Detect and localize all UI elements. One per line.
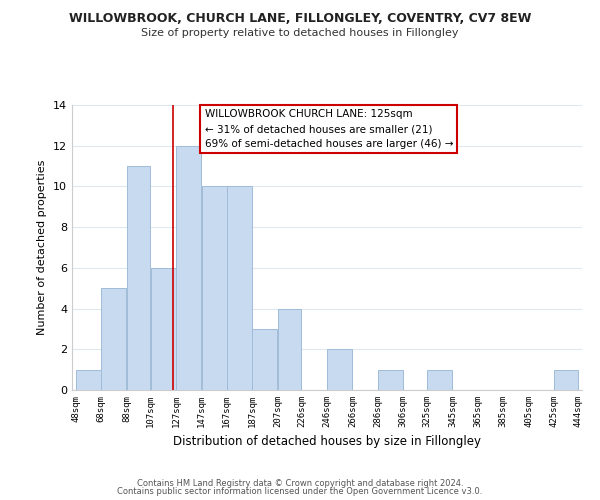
Y-axis label: Number of detached properties: Number of detached properties <box>37 160 47 335</box>
Text: Size of property relative to detached houses in Fillongley: Size of property relative to detached ho… <box>141 28 459 38</box>
Bar <box>101 288 126 390</box>
Bar <box>202 186 227 390</box>
Text: WILLOWBROOK CHURCH LANE: 125sqm
← 31% of detached houses are smaller (21)
69% of: WILLOWBROOK CHURCH LANE: 125sqm ← 31% of… <box>205 110 453 149</box>
Text: WILLOWBROOK, CHURCH LANE, FILLONGLEY, COVENTRY, CV7 8EW: WILLOWBROOK, CHURCH LANE, FILLONGLEY, CO… <box>69 12 531 26</box>
X-axis label: Distribution of detached houses by size in Fillongley: Distribution of detached houses by size … <box>173 436 481 448</box>
Bar <box>176 146 201 390</box>
Bar <box>151 268 176 390</box>
Bar <box>227 186 252 390</box>
Bar <box>327 350 352 390</box>
Text: Contains HM Land Registry data © Crown copyright and database right 2024.: Contains HM Land Registry data © Crown c… <box>137 478 463 488</box>
Bar <box>554 370 578 390</box>
Text: Contains public sector information licensed under the Open Government Licence v3: Contains public sector information licen… <box>118 487 482 496</box>
Bar <box>378 370 403 390</box>
Bar <box>278 308 301 390</box>
Bar <box>127 166 151 390</box>
Bar <box>253 329 277 390</box>
Bar <box>76 370 101 390</box>
Bar <box>427 370 452 390</box>
